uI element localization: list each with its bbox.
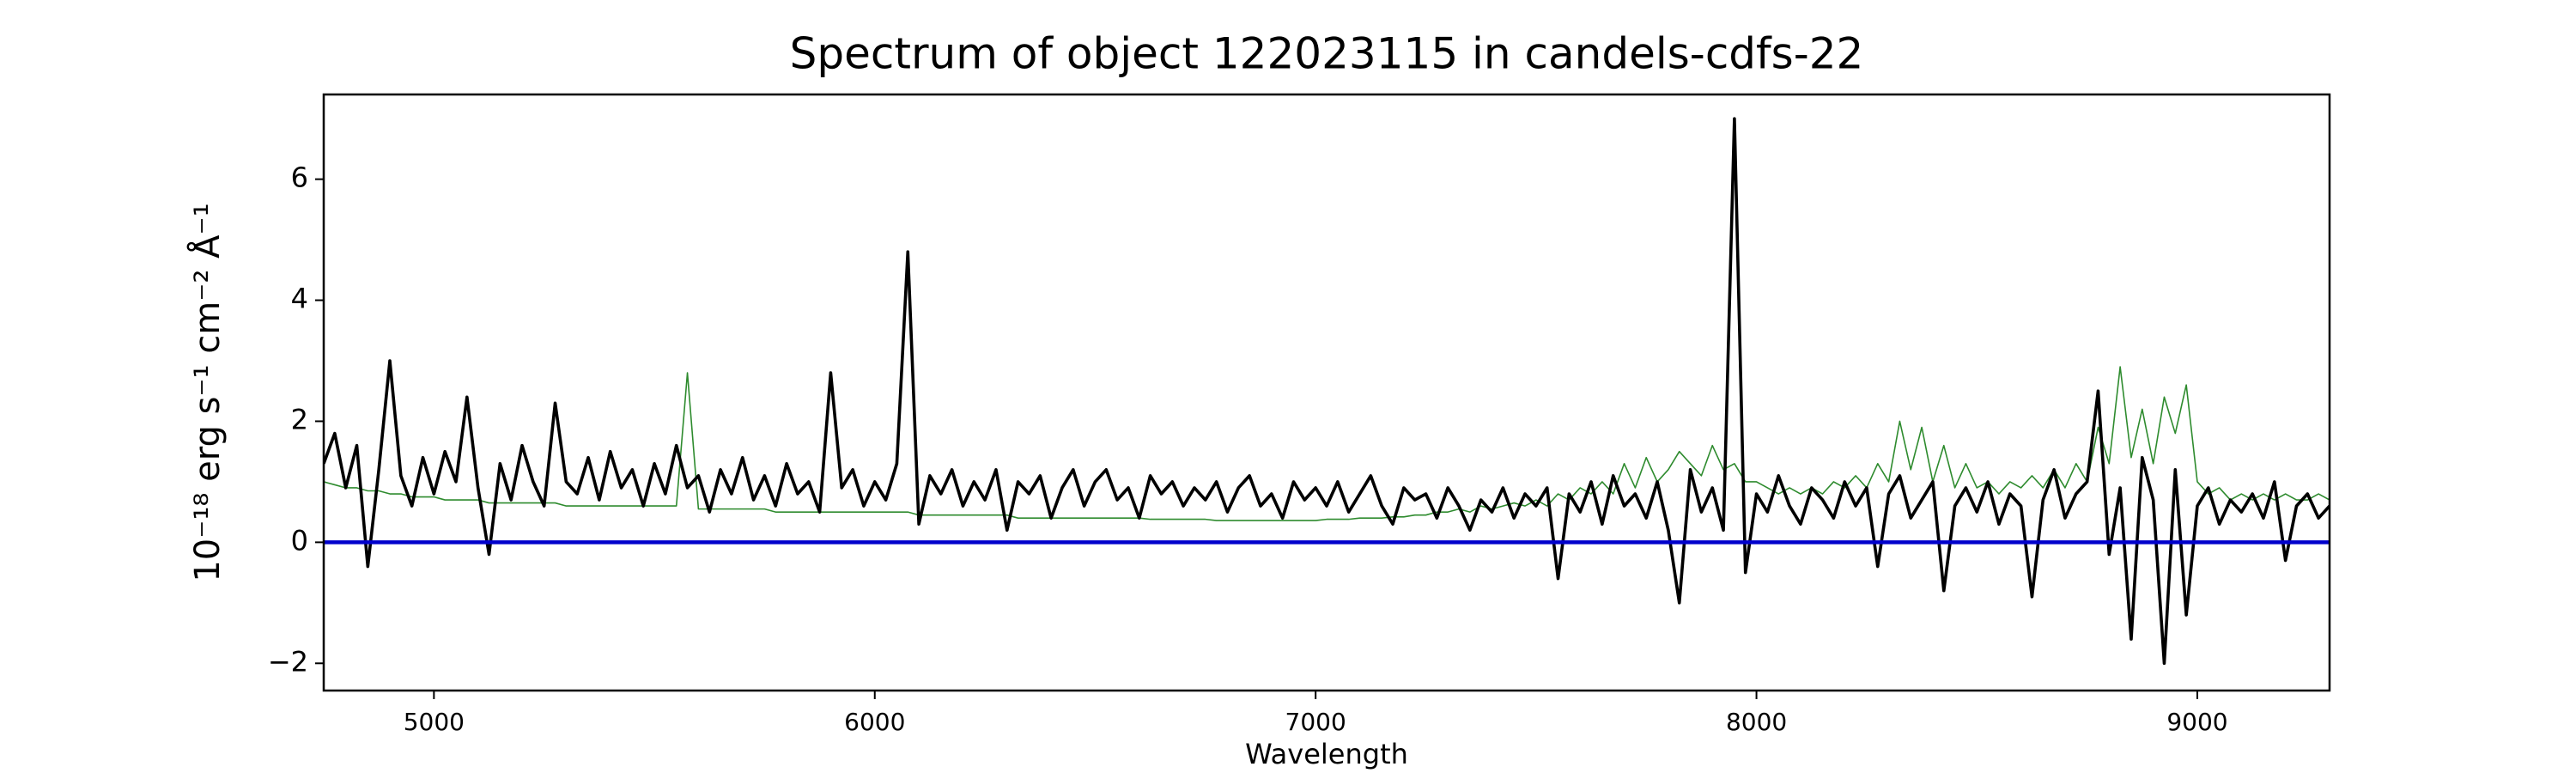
- spectrum-line: [324, 366, 2330, 521]
- y-tick-label: 2: [291, 403, 308, 435]
- x-axis-label: Wavelength: [1245, 738, 1408, 770]
- y-tick-label: −2: [268, 645, 308, 678]
- x-tick-label: 7000: [1285, 708, 1346, 736]
- axes-frame: [322, 93, 2331, 692]
- y-tick-label: 0: [291, 524, 308, 557]
- plot-area: [324, 117, 2330, 666]
- y-tick-label: 4: [291, 283, 308, 315]
- x-tick-label: 9000: [2166, 708, 2227, 736]
- y-tick-label: 6: [291, 161, 308, 194]
- y-axis-label: 10⁻¹⁸ erg s⁻¹ cm⁻² Å⁻¹: [186, 203, 228, 581]
- x-tick-label: 8000: [1726, 708, 1787, 736]
- chart-title: Spectrum of object 122023115 in candels-…: [790, 29, 1864, 79]
- x-tick-label: 5000: [404, 708, 465, 736]
- spectrum-line: [324, 117, 2330, 666]
- x-tick-label: 6000: [844, 708, 905, 736]
